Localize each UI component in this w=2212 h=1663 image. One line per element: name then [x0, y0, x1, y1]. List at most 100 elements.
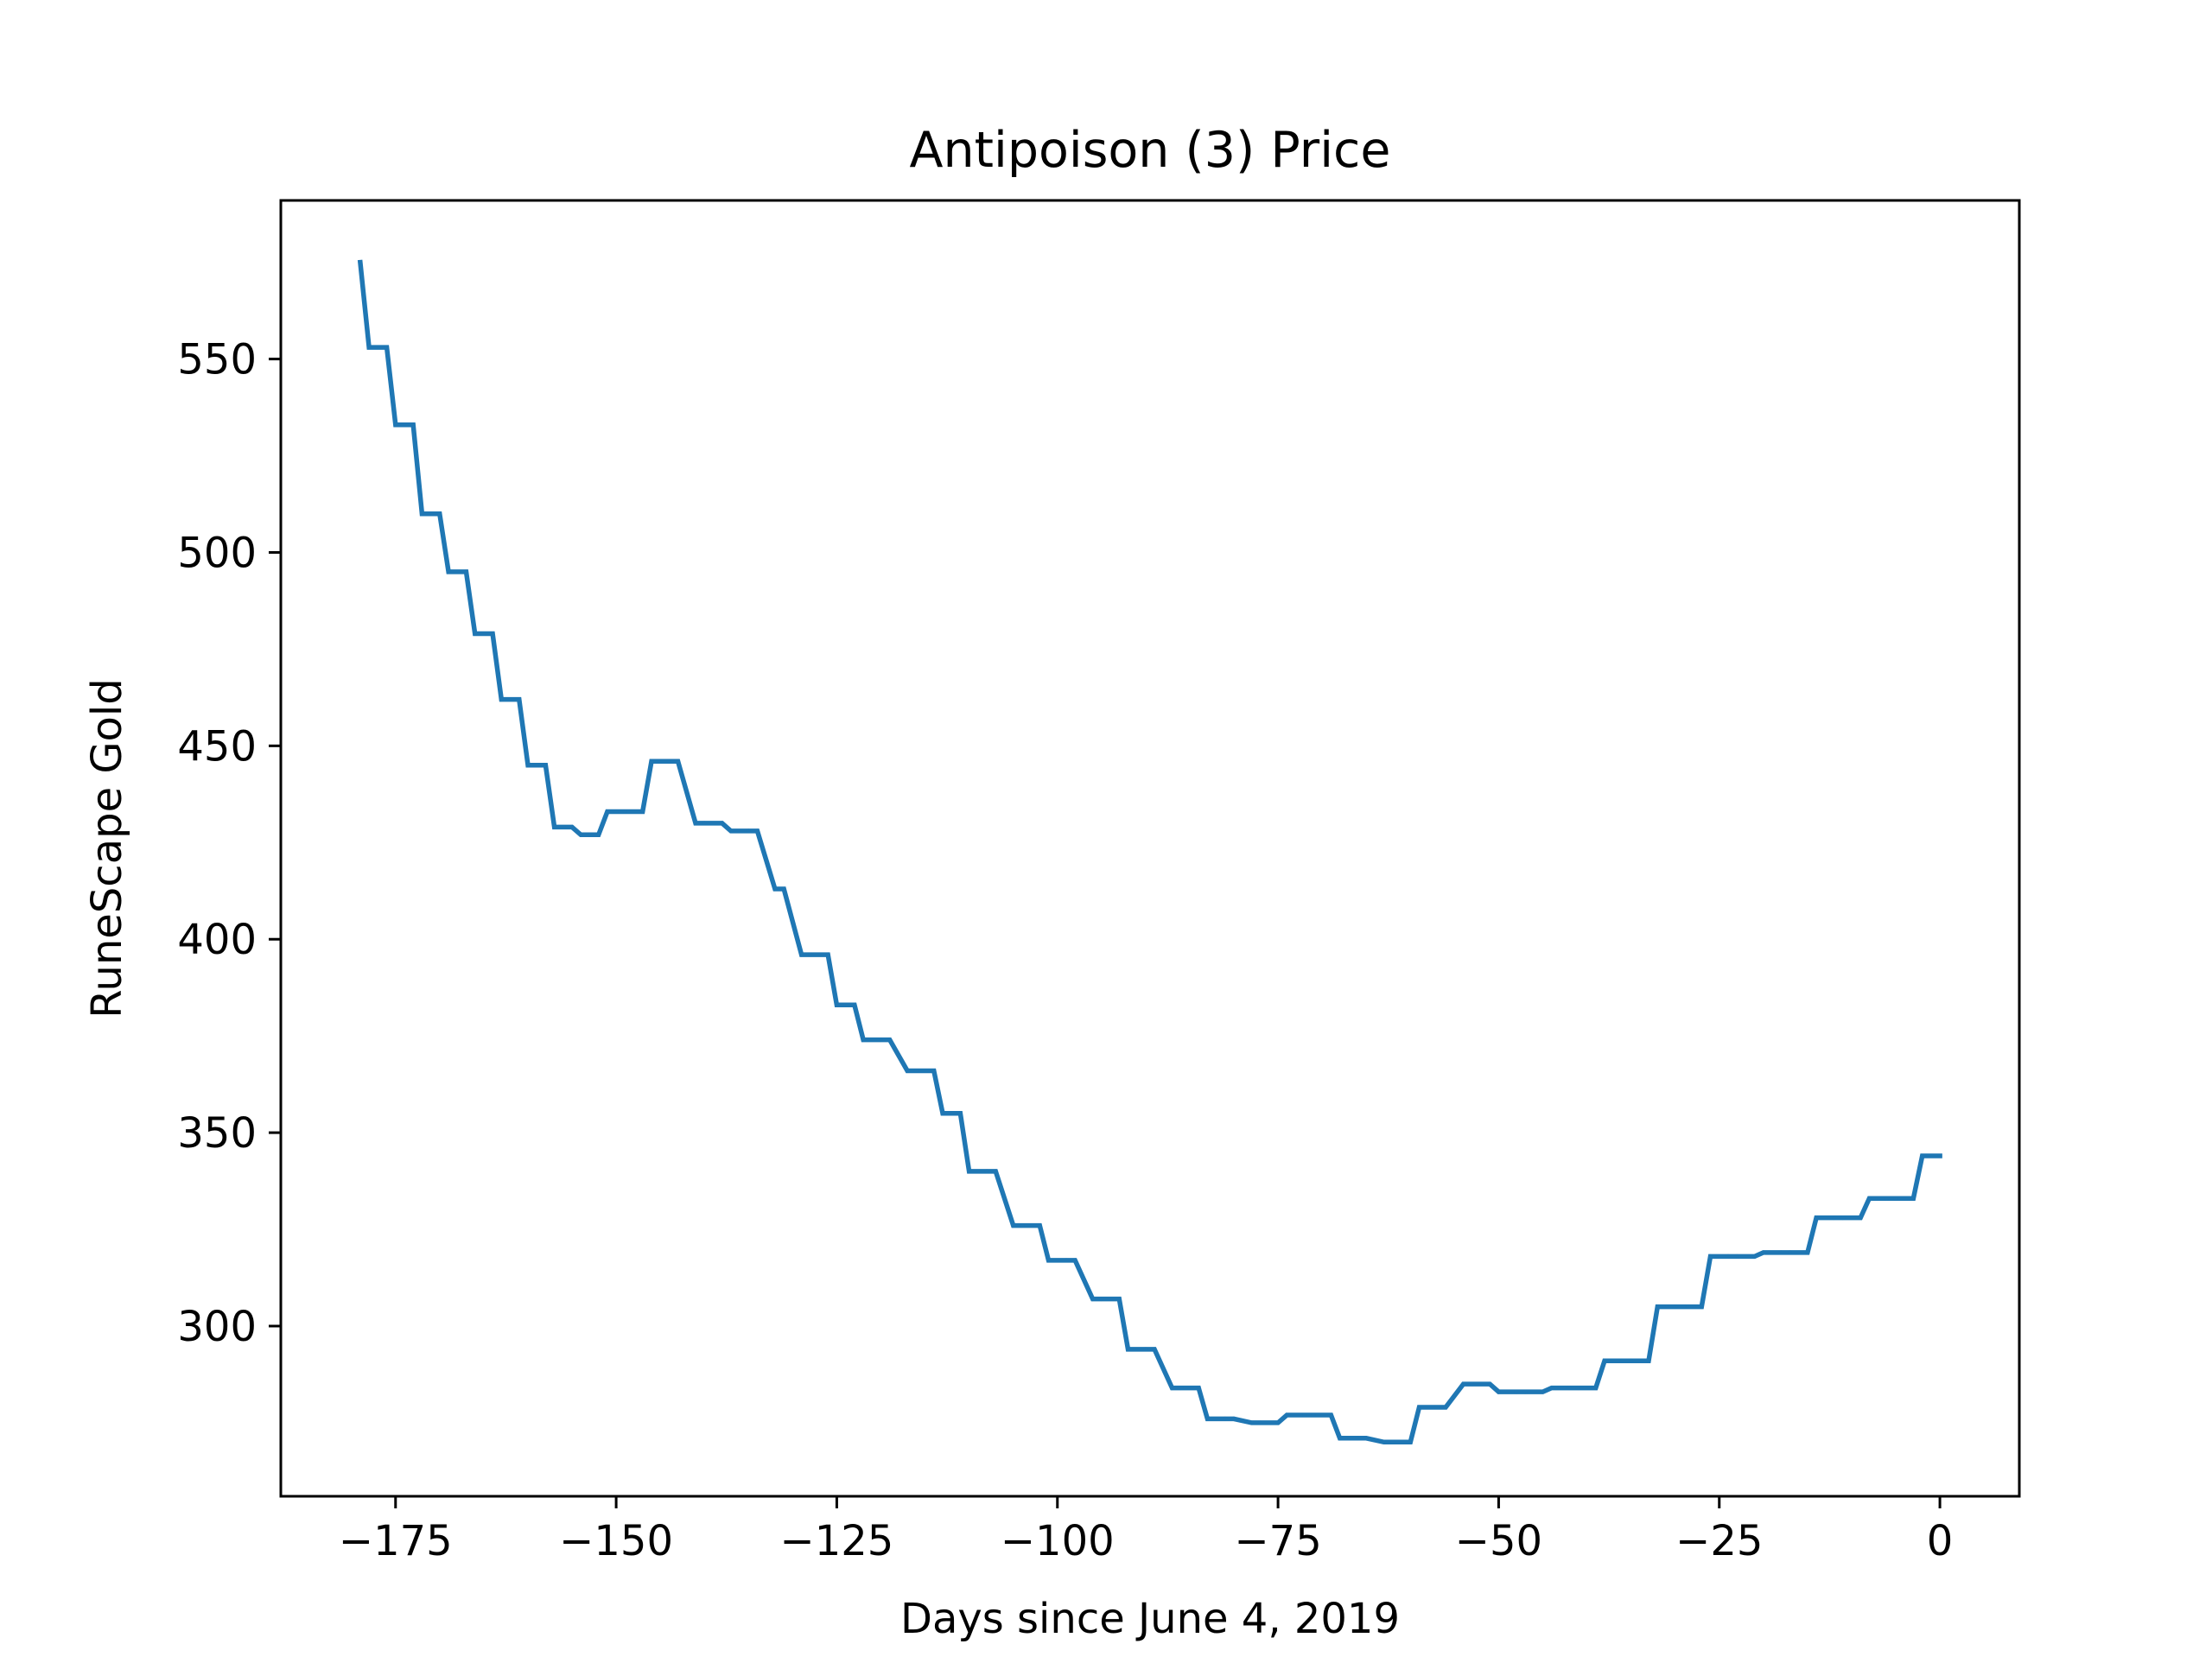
price-data-point [464, 569, 468, 574]
price-data-point [622, 809, 627, 814]
price-data-point [905, 1069, 910, 1073]
price-data-point [552, 824, 557, 829]
price-data-point [1363, 1436, 1369, 1441]
price-data-point [588, 832, 592, 837]
y-tick-label: 300 [177, 1303, 257, 1351]
price-data-point [693, 821, 698, 826]
price-data-point [1629, 1358, 1634, 1363]
price-data-point [755, 828, 760, 834]
price-data-point [1302, 1412, 1307, 1418]
price-data-point [913, 1069, 918, 1073]
price-data-point [1567, 1386, 1572, 1391]
price-data-point [543, 763, 548, 768]
price-data-point [578, 832, 583, 837]
price-data-point [1655, 1304, 1660, 1310]
price-data-point [1496, 1389, 1501, 1394]
series-layer [357, 259, 1942, 1445]
price-data-point [1541, 1389, 1545, 1394]
price-data-point [1699, 1304, 1704, 1310]
price-data-point [366, 345, 372, 350]
price-data-point [1734, 1254, 1739, 1259]
price-data-point [1152, 1347, 1157, 1352]
price-data-point [1937, 1153, 1942, 1158]
price-data-point [1910, 1196, 1916, 1201]
price-data-point [1920, 1153, 1925, 1158]
price-data-point [720, 821, 725, 826]
price-data-point [1885, 1196, 1890, 1201]
price-data-point [1249, 1420, 1254, 1425]
price-data-point [834, 1002, 839, 1007]
price-data-point [799, 952, 804, 957]
price-data-point [1072, 1258, 1077, 1263]
price-data-point [1673, 1304, 1678, 1310]
x-axis-ticks: −175 −150 −125 −100 −75 −50 −25 0 [339, 1496, 1953, 1565]
price-data-point [808, 952, 813, 957]
price-data-point [1840, 1216, 1846, 1221]
price-data-point [393, 422, 398, 428]
price-data-point [640, 809, 645, 814]
price-data-point [596, 832, 601, 837]
price-data-point [1593, 1386, 1599, 1391]
price-data-point [666, 759, 671, 764]
price-data-point [1258, 1420, 1263, 1425]
price-data-point [649, 759, 654, 764]
price-data-point [1311, 1412, 1316, 1418]
price-data-point [1143, 1347, 1148, 1352]
y-axis-ticks: 300 350 400 450 500 550 [177, 336, 281, 1351]
price-data-point [1752, 1254, 1758, 1259]
price-data-point [490, 632, 495, 636]
price-data-point [1575, 1386, 1580, 1391]
price-data-point [1832, 1216, 1836, 1221]
price-data-point [1805, 1250, 1810, 1255]
price-data-point [1408, 1439, 1413, 1444]
price-data-point [1064, 1258, 1069, 1263]
x-tick-label: −50 [1455, 1517, 1542, 1565]
price-data-point [1099, 1297, 1104, 1302]
x-tick-label: −125 [780, 1517, 894, 1565]
price-data-point [1514, 1389, 1519, 1394]
price-data-point [1390, 1439, 1395, 1444]
price-data-point [1355, 1436, 1360, 1441]
price-data-point [1338, 1436, 1343, 1441]
price-data-point [931, 1069, 937, 1073]
price-data-point [1708, 1254, 1713, 1259]
price-data-point [1417, 1405, 1421, 1410]
price-data-point [525, 763, 531, 768]
price-data-point [1434, 1405, 1440, 1410]
price-data-point [1893, 1196, 1898, 1201]
x-tick-label: −100 [1001, 1517, 1115, 1565]
price-data-point [825, 952, 830, 957]
x-tick-label: −75 [1234, 1517, 1321, 1565]
price-data-point [358, 260, 363, 265]
price-data-point [385, 345, 390, 350]
y-tick-label: 450 [177, 722, 257, 771]
price-data-point [613, 809, 619, 814]
plot-area-frame [279, 199, 2021, 1498]
price-data-point [887, 1038, 893, 1043]
y-tick-label: 350 [177, 1109, 257, 1158]
price-data-point [419, 511, 424, 517]
price-data-point [1126, 1347, 1130, 1352]
price-data-point [1328, 1412, 1333, 1418]
price-data-point [940, 1111, 945, 1116]
price-data-point [1866, 1196, 1872, 1201]
x-tick-label: −150 [559, 1517, 673, 1565]
price-data-point [993, 1169, 998, 1174]
price-data-point [1231, 1416, 1236, 1421]
price-data-point [1020, 1223, 1025, 1228]
price-data-point [437, 511, 442, 517]
price-data-point [852, 1002, 857, 1007]
price-data-point [1046, 1258, 1051, 1263]
price-data-point [1170, 1386, 1174, 1391]
price-data-point [569, 824, 575, 829]
price-data-point [957, 1111, 963, 1116]
y-tick-label: 500 [177, 529, 257, 577]
price-data-point [676, 759, 681, 764]
price-data-point [1461, 1381, 1466, 1387]
price-data-point [879, 1038, 883, 1043]
price-data-point [473, 632, 478, 636]
x-tick-label: −175 [339, 1517, 453, 1565]
price-data-point [1487, 1381, 1492, 1387]
price-data-point [1196, 1386, 1201, 1391]
